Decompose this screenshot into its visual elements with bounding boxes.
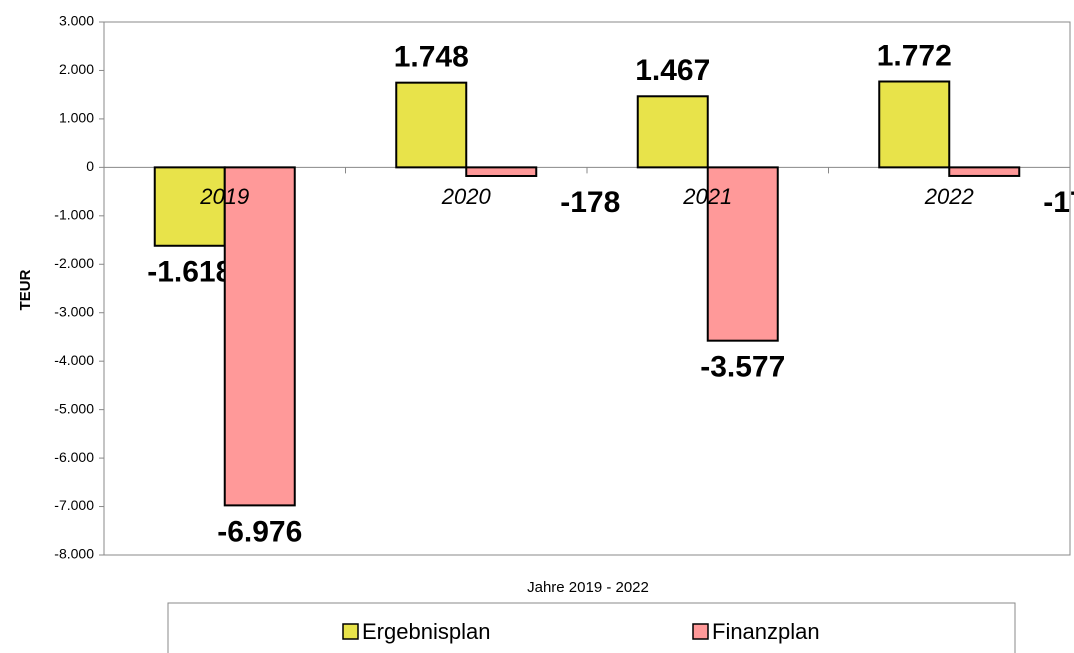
y-tick-label: 3.000	[59, 13, 94, 29]
x-axis-title: Jahre 2019 - 2022	[527, 579, 649, 596]
bar	[948, 166, 1021, 177]
bar	[636, 95, 709, 169]
bar	[153, 166, 226, 247]
y-tick-label: -7.000	[54, 497, 94, 513]
legend-swatch	[342, 623, 359, 640]
x-tick-label: 2021	[682, 184, 732, 209]
data-label: -1.618	[147, 256, 232, 289]
x-tick-label: 2020	[441, 184, 492, 209]
y-tick-label: -4.000	[54, 352, 94, 368]
data-label: -3.577	[700, 351, 785, 384]
y-tick-label: 2.000	[59, 61, 94, 77]
bar	[395, 81, 468, 169]
y-axis-title: TEUR	[17, 269, 34, 310]
x-tick-label: 2019	[199, 184, 249, 209]
y-tick-label: -2.000	[54, 255, 94, 271]
bar	[878, 80, 951, 169]
plot-area	[103, 21, 1071, 556]
data-label: -6.976	[217, 515, 302, 548]
data-label: -177	[1043, 186, 1074, 219]
legend-label: Ergebnisplan	[362, 619, 490, 644]
legend-box	[167, 602, 1016, 653]
bar	[223, 166, 296, 507]
y-tick-label: -5.000	[54, 400, 94, 416]
data-label: -178	[560, 186, 620, 219]
data-label: 1.467	[635, 54, 710, 87]
y-tick-label: -8.000	[54, 546, 94, 562]
y-tick-label: 0	[86, 158, 94, 174]
y-tick-label: -1.000	[54, 207, 94, 223]
y-tick-label: 1.000	[59, 110, 94, 126]
bar	[706, 166, 779, 342]
y-tick-label: -3.000	[54, 303, 94, 319]
data-label: 1.748	[394, 41, 469, 74]
data-label: 1.772	[877, 39, 952, 72]
legend-swatch	[692, 623, 709, 640]
y-tick-label: -6.000	[54, 449, 94, 465]
legend-label: Finanzplan	[712, 619, 820, 644]
x-tick-label: 2022	[924, 184, 974, 209]
bar	[465, 166, 538, 177]
